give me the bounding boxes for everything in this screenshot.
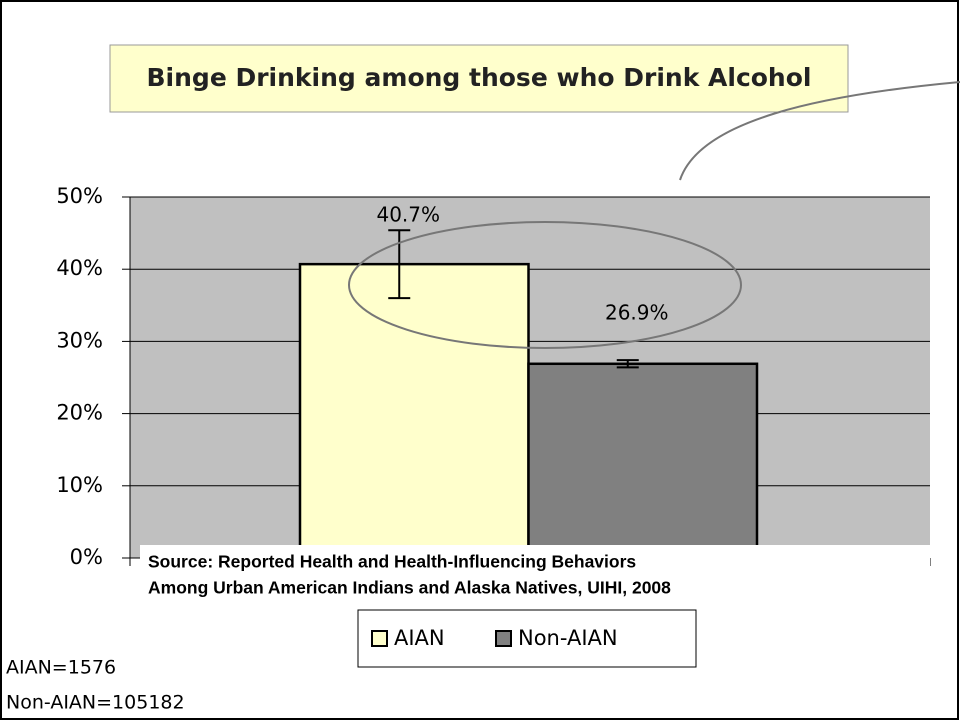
legend-swatch <box>495 630 512 647</box>
error-bar <box>388 229 411 300</box>
legend-label: AIAN <box>394 626 445 650</box>
y-tick-label: 0% <box>70 545 103 569</box>
data-label: 26.9% <box>605 300 669 324</box>
data-label: 40.7% <box>376 203 440 227</box>
highlight-ellipse <box>348 221 742 349</box>
legend-label: Non-AIAN <box>518 626 618 650</box>
y-tick-label: 20% <box>56 401 103 425</box>
y-tick-label: 10% <box>56 473 103 497</box>
y-tick-label: 40% <box>56 256 103 280</box>
title-box <box>109 44 849 113</box>
legend-swatch <box>371 630 388 647</box>
note: Non-AIAN=105182 <box>6 692 185 714</box>
y-tick-label: 50% <box>56 184 103 208</box>
source-box <box>140 545 930 607</box>
legend <box>357 609 697 668</box>
callout-line <box>679 81 960 181</box>
source-line: Among Urban American Indians and Alaska … <box>148 578 671 598</box>
note: AIAN=1576 <box>6 657 116 679</box>
y-tick-label: 30% <box>56 328 103 352</box>
error-bar <box>616 359 639 369</box>
bar <box>298 262 530 560</box>
chart-title: Binge Drinking among those who Drink Alc… <box>147 63 812 92</box>
source-line: Source: Reported Health and Health-Influ… <box>148 552 636 572</box>
bar <box>527 362 759 560</box>
